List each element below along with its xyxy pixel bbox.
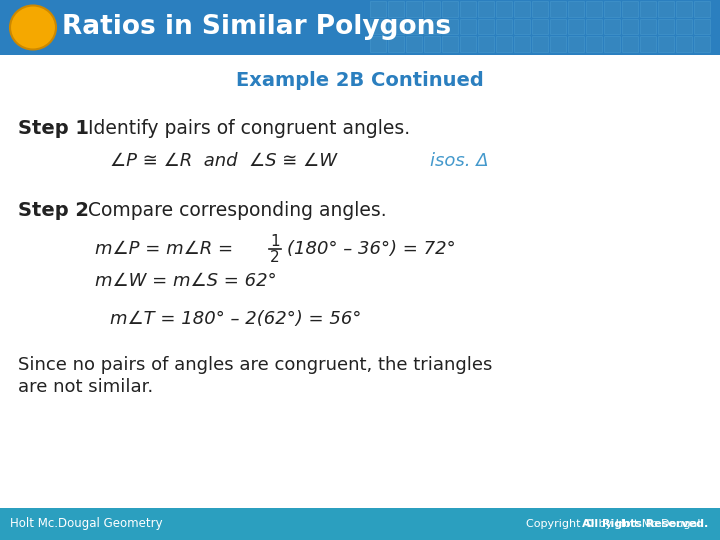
- FancyBboxPatch shape: [604, 19, 620, 35]
- Text: Copyright © by Holt Mc Dougal.: Copyright © by Holt Mc Dougal.: [526, 519, 708, 529]
- FancyBboxPatch shape: [0, 508, 720, 540]
- FancyBboxPatch shape: [370, 1, 386, 17]
- FancyBboxPatch shape: [442, 36, 458, 52]
- Text: Holt Mc.Dougal Geometry: Holt Mc.Dougal Geometry: [10, 517, 163, 530]
- Text: Identify pairs of congruent angles.: Identify pairs of congruent angles.: [88, 118, 410, 138]
- FancyBboxPatch shape: [640, 36, 656, 52]
- Text: isos. Δ: isos. Δ: [430, 152, 489, 170]
- FancyBboxPatch shape: [514, 36, 530, 52]
- FancyBboxPatch shape: [658, 19, 674, 35]
- FancyBboxPatch shape: [460, 1, 476, 17]
- FancyBboxPatch shape: [532, 36, 548, 52]
- FancyBboxPatch shape: [694, 1, 710, 17]
- FancyBboxPatch shape: [694, 19, 710, 35]
- Text: Ratios in Similar Polygons: Ratios in Similar Polygons: [62, 15, 451, 40]
- FancyBboxPatch shape: [676, 1, 692, 17]
- FancyBboxPatch shape: [442, 1, 458, 17]
- FancyBboxPatch shape: [676, 36, 692, 52]
- Text: Step 1: Step 1: [18, 118, 89, 138]
- FancyBboxPatch shape: [622, 36, 638, 52]
- FancyBboxPatch shape: [550, 1, 566, 17]
- FancyBboxPatch shape: [568, 19, 584, 35]
- Text: Since no pairs of angles are congruent, the triangles: Since no pairs of angles are congruent, …: [18, 356, 492, 374]
- Text: Step 2: Step 2: [18, 201, 89, 220]
- Ellipse shape: [10, 5, 56, 50]
- FancyBboxPatch shape: [676, 19, 692, 35]
- FancyBboxPatch shape: [640, 19, 656, 35]
- FancyBboxPatch shape: [640, 1, 656, 17]
- FancyBboxPatch shape: [604, 1, 620, 17]
- FancyBboxPatch shape: [514, 1, 530, 17]
- FancyBboxPatch shape: [658, 1, 674, 17]
- FancyBboxPatch shape: [496, 19, 512, 35]
- Text: 1: 1: [270, 233, 280, 248]
- FancyBboxPatch shape: [460, 19, 476, 35]
- FancyBboxPatch shape: [658, 36, 674, 52]
- FancyBboxPatch shape: [424, 36, 440, 52]
- Text: Example 2B Continued: Example 2B Continued: [236, 71, 484, 90]
- Text: All Rights Reserved.: All Rights Reserved.: [427, 519, 708, 529]
- FancyBboxPatch shape: [568, 36, 584, 52]
- FancyBboxPatch shape: [496, 36, 512, 52]
- FancyBboxPatch shape: [370, 36, 386, 52]
- FancyBboxPatch shape: [388, 36, 404, 52]
- FancyBboxPatch shape: [622, 1, 638, 17]
- FancyBboxPatch shape: [0, 0, 720, 55]
- FancyBboxPatch shape: [370, 19, 386, 35]
- FancyBboxPatch shape: [568, 1, 584, 17]
- Text: m∠P = m∠R =: m∠P = m∠R =: [95, 240, 239, 258]
- FancyBboxPatch shape: [514, 19, 530, 35]
- FancyBboxPatch shape: [532, 1, 548, 17]
- FancyBboxPatch shape: [586, 1, 602, 17]
- Text: are not similar.: are not similar.: [18, 378, 153, 396]
- FancyBboxPatch shape: [406, 19, 422, 35]
- Text: Compare corresponding angles.: Compare corresponding angles.: [88, 201, 387, 220]
- FancyBboxPatch shape: [550, 36, 566, 52]
- FancyBboxPatch shape: [406, 36, 422, 52]
- FancyBboxPatch shape: [424, 19, 440, 35]
- FancyBboxPatch shape: [388, 19, 404, 35]
- FancyBboxPatch shape: [406, 1, 422, 17]
- FancyBboxPatch shape: [460, 36, 476, 52]
- FancyBboxPatch shape: [478, 36, 494, 52]
- FancyBboxPatch shape: [442, 19, 458, 35]
- FancyBboxPatch shape: [694, 36, 710, 52]
- Text: m∠W = m∠S = 62°: m∠W = m∠S = 62°: [95, 272, 276, 290]
- FancyBboxPatch shape: [496, 1, 512, 17]
- FancyBboxPatch shape: [550, 19, 566, 35]
- Text: (180° – 36°) = 72°: (180° – 36°) = 72°: [287, 240, 456, 258]
- Text: m∠T = 180° – 2(62°) = 56°: m∠T = 180° – 2(62°) = 56°: [110, 310, 361, 328]
- FancyBboxPatch shape: [424, 1, 440, 17]
- FancyBboxPatch shape: [586, 19, 602, 35]
- FancyBboxPatch shape: [532, 19, 548, 35]
- FancyBboxPatch shape: [622, 19, 638, 35]
- FancyBboxPatch shape: [586, 36, 602, 52]
- FancyBboxPatch shape: [478, 1, 494, 17]
- Text: 2: 2: [270, 249, 280, 265]
- FancyBboxPatch shape: [478, 19, 494, 35]
- FancyBboxPatch shape: [604, 36, 620, 52]
- Text: ∠P ≅ ∠R  and  ∠S ≅ ∠W: ∠P ≅ ∠R and ∠S ≅ ∠W: [110, 152, 337, 170]
- FancyBboxPatch shape: [388, 1, 404, 17]
